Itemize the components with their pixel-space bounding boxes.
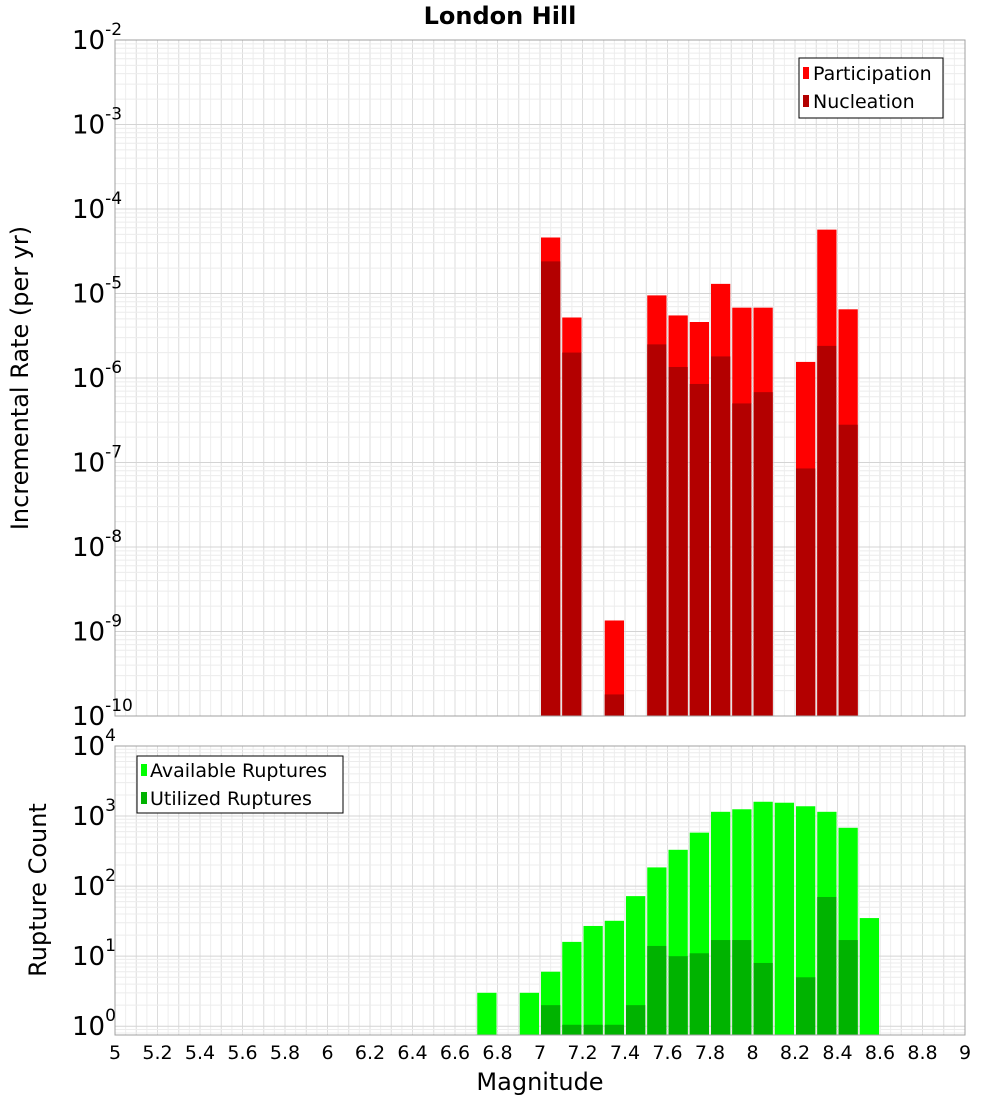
bottom-legend-box (136, 755, 344, 814)
top-bars (541, 229, 858, 717)
count-bar-utilized-ruptures (796, 977, 816, 1035)
rate-bar-nucleation (796, 468, 816, 716)
bottom-legend: Available Ruptures Utilized Ruptures (136, 755, 344, 814)
x-tick-label: 7.4 (610, 1042, 640, 1064)
rate-bar-nucleation (838, 424, 858, 716)
legend-label-nucleation: Nucleation (813, 91, 915, 113)
chart-title: London Hill (424, 2, 577, 30)
rate-bar-nucleation (647, 344, 667, 716)
top-gridlines (114, 39, 966, 717)
y-tick-label: 10-3 (72, 105, 122, 141)
count-bar-available-ruptures (626, 896, 646, 1035)
legend-swatch-utilized (141, 792, 147, 804)
x-tick-label: 7.2 (567, 1042, 597, 1064)
count-bar-available-ruptures (859, 918, 879, 1035)
y-tick-label: 10-2 (72, 20, 122, 56)
y-tick-label: 103 (72, 796, 116, 832)
count-bar-utilized-ruptures (732, 940, 752, 1035)
y-tick-label: 104 (72, 726, 116, 762)
y-tick-label: 10-9 (72, 612, 122, 648)
top-legend: Participation Nucleation (798, 57, 944, 119)
rate-bar-nucleation (753, 392, 773, 716)
count-bar-utilized-ruptures (838, 940, 858, 1035)
count-bar-available-ruptures (774, 802, 794, 1035)
count-bar-utilized-ruptures (583, 1024, 603, 1035)
count-bar-utilized-ruptures (817, 896, 837, 1035)
count-bar-utilized-ruptures (689, 953, 709, 1035)
y-tick-label: 10-7 (72, 443, 122, 479)
count-bar-available-ruptures (519, 992, 539, 1035)
rate-bar-nucleation (562, 352, 582, 716)
bottom-y-ticks: 104 103 102 101 100 (72, 726, 116, 1042)
rate-bar-nucleation (711, 356, 731, 716)
y-tick-label: 10-5 (72, 274, 122, 310)
count-bar-utilized-ruptures (541, 1005, 561, 1035)
x-tick-label: 5 (109, 1042, 121, 1064)
rate-bar-participation (604, 620, 624, 716)
legend-swatch-participation (803, 67, 809, 79)
y-tick-label: 10-6 (72, 358, 122, 394)
count-bar-utilized-ruptures (604, 1024, 624, 1035)
top-plot-border (114, 39, 966, 717)
x-tick-label: 7 (534, 1042, 546, 1064)
x-tick-label: 5.4 (185, 1042, 215, 1064)
top-y-axis-label: Incremental Rate (per yr) (6, 226, 34, 530)
x-tick-label: 5.6 (227, 1042, 257, 1064)
count-bar-utilized-ruptures (562, 1024, 582, 1035)
x-tick-label: 6.4 (397, 1042, 427, 1064)
y-tick-label: 101 (72, 936, 116, 972)
rate-bar-nucleation (541, 261, 561, 716)
bottom-bars (477, 801, 879, 1035)
x-tick-label: 5.2 (142, 1042, 172, 1064)
legend-swatch-available (141, 764, 147, 776)
rate-bar-nucleation (732, 403, 752, 716)
bottom-y-axis-label: Rupture Count (24, 803, 52, 977)
x-tick-label: 8 (746, 1042, 758, 1064)
x-tick-label: 9 (959, 1042, 971, 1064)
x-tick-label: 6.8 (482, 1042, 512, 1064)
count-bar-available-ruptures (562, 941, 582, 1035)
x-tick-label: 8.6 (865, 1042, 895, 1064)
x-ticks: 5 5.2 5.4 5.6 5.8 6 6.2 6.4 6.6 6.8 7 7.2 7.4 7.6 7.8 8… (109, 1042, 971, 1064)
top-y-ticks: 10-2 10-3 10-4 10-5 10-6 10-7 10-8 10-9 10-10 (72, 20, 133, 732)
count-bar-available-ruptures (477, 992, 497, 1035)
x-tick-label: 6.6 (440, 1042, 470, 1064)
rate-bar-nucleation (817, 345, 837, 716)
x-axis-label: Magnitude (476, 1068, 603, 1096)
rate-bar-nucleation (689, 383, 709, 716)
legend-label-available: Available Ruptures (150, 760, 327, 782)
y-tick-label: 100 (72, 1006, 116, 1042)
rate-bar-nucleation (668, 366, 688, 716)
count-bar-utilized-ruptures (626, 1005, 646, 1035)
legend-label-utilized: Utilized Ruptures (150, 788, 312, 810)
count-bar-utilized-ruptures (711, 940, 731, 1035)
x-tick-label: 8.2 (780, 1042, 810, 1064)
legend-label-participation: Participation (813, 63, 932, 85)
y-tick-label: 10-4 (72, 189, 122, 225)
rate-bar-nucleation (604, 694, 624, 716)
count-bar-utilized-ruptures (647, 945, 667, 1035)
legend-swatch-nucleation (803, 95, 809, 107)
y-tick-label: 102 (72, 866, 116, 902)
count-bar-utilized-ruptures (753, 962, 773, 1035)
y-tick-label: 10-8 (72, 527, 122, 563)
x-tick-label: 7.6 (652, 1042, 682, 1064)
count-bar-available-ruptures (604, 920, 624, 1035)
x-tick-label: 8.8 (907, 1042, 937, 1064)
bottom-plot-border (114, 745, 966, 1036)
x-tick-label: 7.8 (695, 1042, 725, 1064)
top-legend-box (798, 57, 944, 119)
top-panel: 10-2 10-3 10-4 10-5 10-6 10-7 10-8 10-9 10-10 In… (6, 20, 966, 732)
x-tick-label: 6.2 (355, 1042, 385, 1064)
count-bar-utilized-ruptures (668, 956, 688, 1035)
x-tick-label: 5.8 (270, 1042, 300, 1064)
y-tick-label: 10-10 (72, 696, 133, 732)
bottom-panel: 104 103 102 101 100 5 5.2 5.4 5.6 5.8 6 6.2 6.4 6.6 6… (24, 726, 971, 1096)
x-tick-label: 8.4 (822, 1042, 852, 1064)
count-bar-available-ruptures (583, 925, 603, 1035)
x-tick-label: 6 (321, 1042, 333, 1064)
